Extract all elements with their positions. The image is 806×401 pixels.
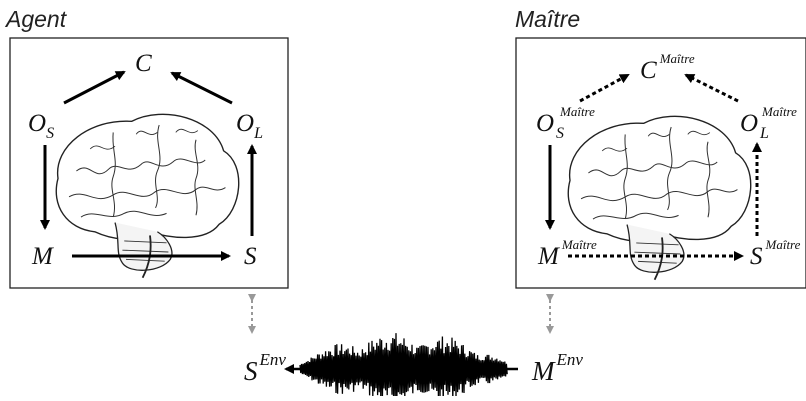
master-node-os: O SMaître [536,104,595,142]
agent-arrow-ol-to-c [170,71,233,105]
master-arrow-ol-to-c [684,73,739,103]
master-node-s: S Maître [750,237,801,270]
agent-node-c: C [135,50,152,77]
agent-arrow-os-to-c [63,70,126,105]
master-node-ol: O LMaître [740,104,797,142]
master-node-m: M Maître [537,237,597,270]
sound-waveform [284,333,518,401]
master-panel-title: Maître [515,6,581,32]
master-node-c: C Maître [640,51,695,84]
env-node-m: M Env [531,350,583,386]
agent-node-os: OS [28,110,54,142]
agent-node-ol: OL [236,110,263,142]
agent-node-m: M [31,243,54,270]
env-node-s: S Env [244,350,286,386]
agent-node-s: S [244,243,257,270]
agent-panel-title: Agent [6,6,67,32]
waveform-trace [299,333,508,401]
master-arrow-os-to-c [579,73,630,103]
